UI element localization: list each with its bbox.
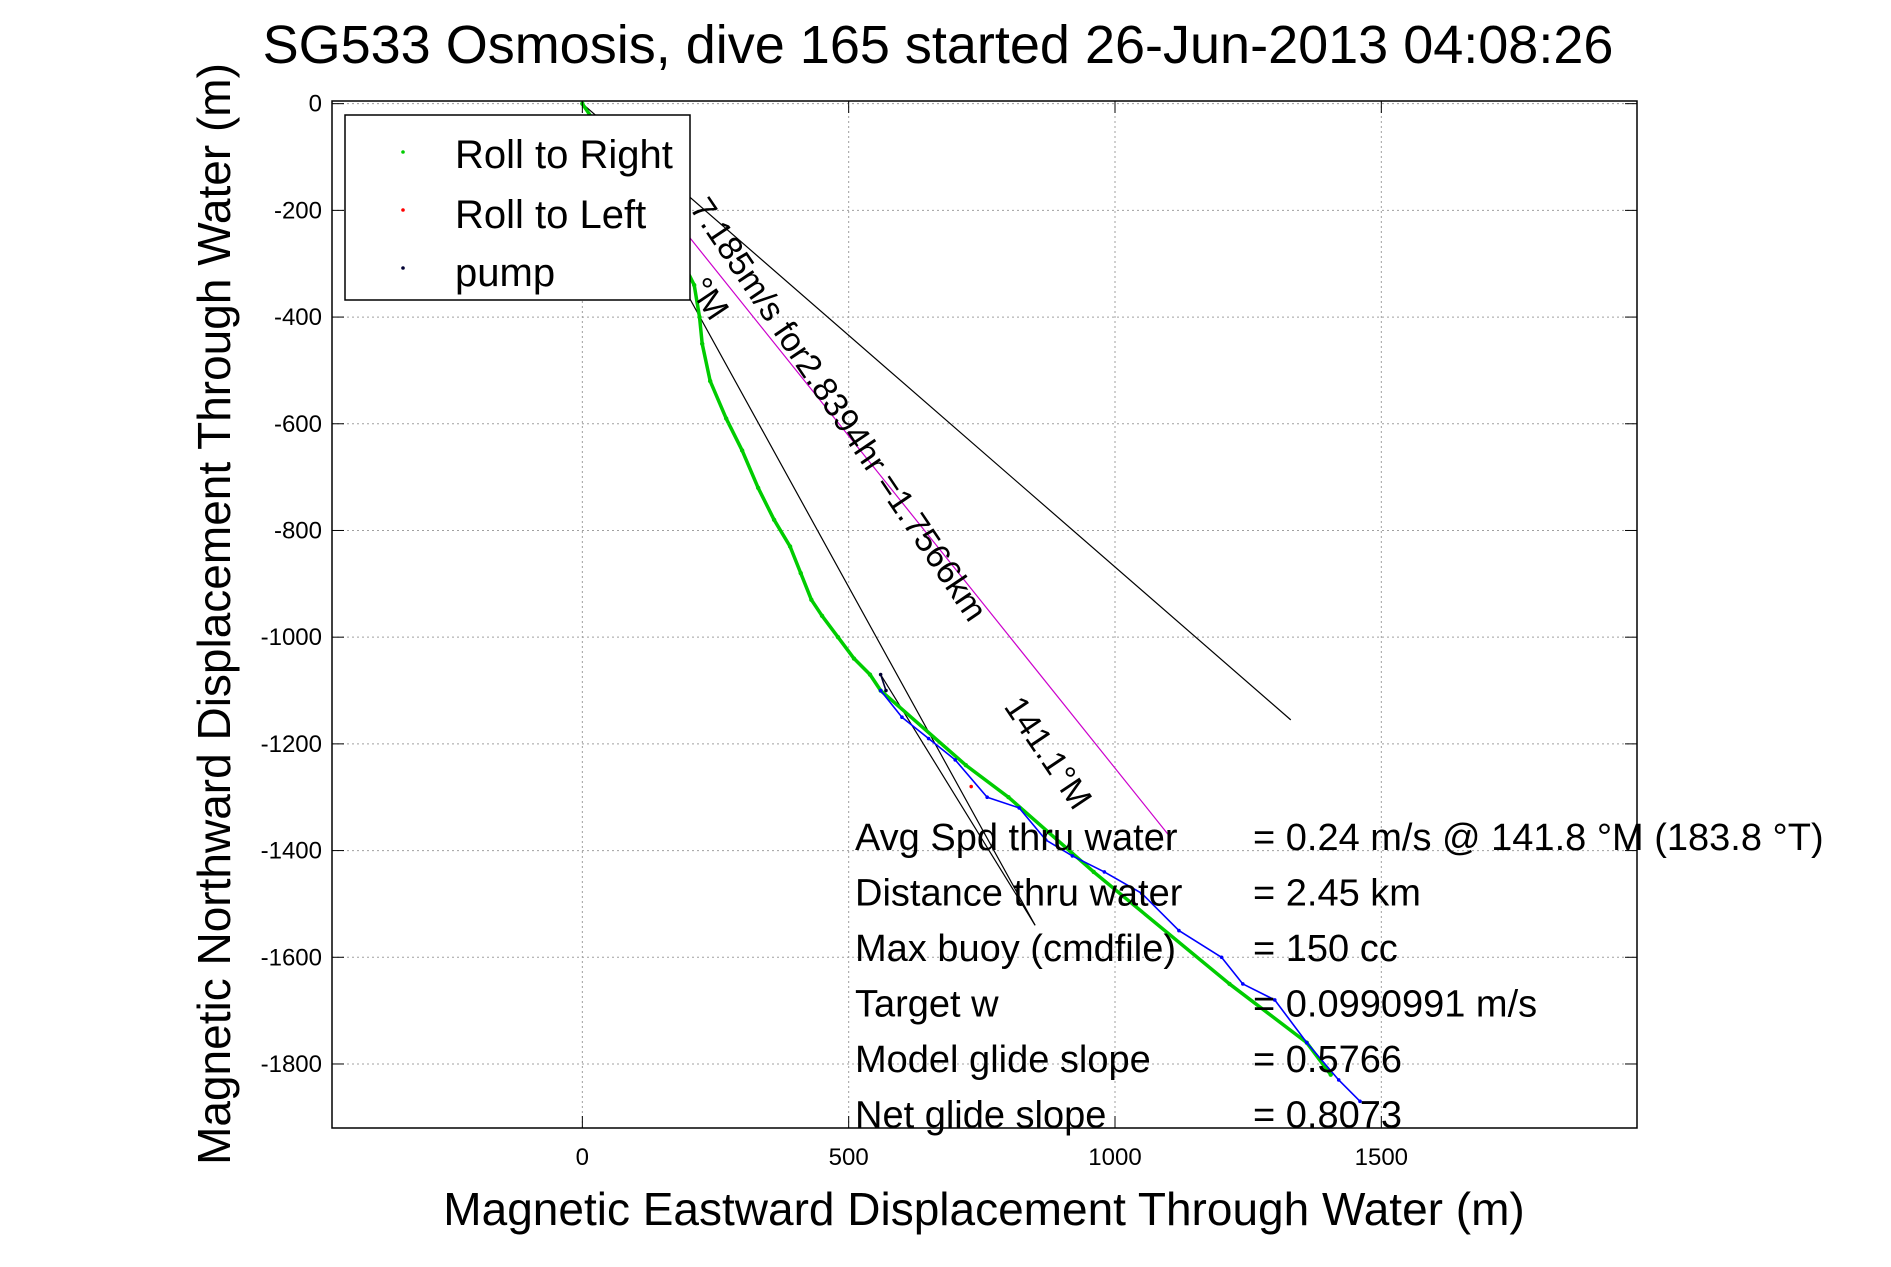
- legend-entry-roll-right: Roll to Right: [455, 133, 673, 177]
- summary-value-1: = 2.45 km: [1253, 873, 1421, 915]
- legend-marker-roll-right: [401, 150, 405, 154]
- point-track-14: [1304, 1040, 1309, 1045]
- y-tick-label-7: -1400: [261, 838, 322, 865]
- summary-value-0: = 0.24 m/s @ 141.8 °M (183.8 °T): [1253, 817, 1824, 859]
- point-track-6: [1043, 838, 1048, 842]
- point-roll-right-18: [851, 656, 857, 661]
- summary-label-4: Model glide slope: [855, 1039, 1151, 1081]
- x-tick-label-3: 1500: [1355, 1144, 1408, 1171]
- point-track-8: [1102, 870, 1107, 874]
- point-track-9: [1139, 891, 1144, 896]
- point-roll-right-13: [787, 544, 793, 549]
- chart-title: SG533 Osmosis, dive 165 started 26-Jun-2…: [263, 15, 1614, 75]
- point-track-5: [1017, 806, 1021, 810]
- point-roll-right-10: [739, 448, 745, 453]
- point-roll-right-14: [798, 570, 803, 576]
- point-roll-right-23: [1091, 869, 1096, 875]
- y-tick-label-2: -400: [274, 304, 322, 331]
- legend-entry-pump: pump: [455, 251, 555, 295]
- point-track-2: [926, 736, 931, 741]
- point-track-16: [1358, 1099, 1362, 1104]
- point-track-0: [878, 688, 883, 693]
- legend: Roll to Right Roll to Left pump: [344, 114, 691, 301]
- y-tick-label-4: -800: [274, 517, 322, 544]
- summary-label-2: Max buoy (cmdfile): [855, 928, 1176, 970]
- summary-value-3: = 0.0990991 m/s: [1253, 984, 1537, 1026]
- x-axis-label: Magnetic Eastward Displacement Through W…: [443, 1183, 1524, 1235]
- heading-line-2: [880, 674, 1036, 926]
- point-roll-right-22: [1006, 795, 1011, 800]
- point-track-4: [985, 795, 989, 800]
- point-roll-right-9: [723, 416, 729, 421]
- point-roll-right-24: [1227, 981, 1232, 987]
- point-roll-left-0: [969, 784, 973, 789]
- summary-value-5: = 0.8073: [1253, 1095, 1402, 1137]
- point-roll-right-17: [835, 634, 841, 640]
- point-roll-right-15: [809, 597, 814, 603]
- point-pump-0: [878, 672, 883, 677]
- point-track-7: [1070, 854, 1075, 858]
- summary-value-2: = 150 cc: [1253, 928, 1398, 970]
- series-pump-line: [879, 674, 887, 691]
- summary-text: Avg Spd thru water = 0.24 m/s @ 141.8 °M …: [855, 817, 1824, 1137]
- summary-value-4: = 0.5766: [1253, 1039, 1402, 1081]
- summary-label-3: Target w: [855, 984, 999, 1026]
- y-axis-label: Magnetic Northward Displacement Through …: [188, 63, 240, 1165]
- axis-ticks: 0 500 1000 1500 0 -200 -400 -600 -800 -1000 -1200 -…: [261, 91, 1637, 1171]
- x-tick-label-2: 1000: [1088, 1144, 1141, 1171]
- point-roll-right-6: [697, 314, 702, 320]
- legend-entry-roll-left: Roll to Left: [455, 193, 646, 237]
- point-roll-right-19: [867, 672, 873, 677]
- summary-label-0: Avg Spd thru water: [855, 817, 1178, 859]
- point-pump-1: [884, 688, 888, 693]
- point-roll-right-11: [755, 485, 761, 490]
- y-tick-label-0: 0: [309, 91, 322, 118]
- point-track-11: [1219, 955, 1224, 960]
- x-tick-label-0: 0: [576, 1144, 589, 1171]
- legend-marker-roll-left: [401, 208, 405, 212]
- point-track-10: [1177, 928, 1181, 933]
- point-roll-right-26: [1328, 1072, 1333, 1077]
- plot-frame: [331, 100, 1638, 1129]
- point-roll-right-12: [771, 517, 777, 523]
- y-tick-label-5: -1000: [261, 624, 322, 651]
- point-roll-right-8: [707, 378, 713, 384]
- y-tick-label-3: -600: [274, 411, 322, 438]
- y-tick-label-8: -1600: [261, 944, 322, 971]
- y-tick-label-1: -200: [274, 197, 322, 224]
- point-roll-right-5: [692, 282, 697, 288]
- point-track-13: [1272, 998, 1277, 1002]
- summary-label-5: Net glide slope: [855, 1095, 1106, 1137]
- point-roll-right-7: [699, 341, 705, 346]
- point-track-15: [1336, 1078, 1341, 1082]
- point-track-1: [900, 715, 904, 719]
- x-tick-label-1: 500: [829, 1144, 869, 1171]
- y-tick-label-6: -1200: [261, 731, 322, 758]
- summary-label-1: Distance thru water: [855, 873, 1183, 915]
- legend-marker-pump: [401, 266, 405, 270]
- y-tick-label-9: -1800: [261, 1051, 322, 1078]
- point-track-12: [1241, 982, 1245, 986]
- heading-line-0: [581, 103, 1292, 721]
- point-roll-right-21: [963, 763, 969, 768]
- point-roll-right-16: [819, 613, 825, 619]
- point-track-3: [953, 758, 958, 762]
